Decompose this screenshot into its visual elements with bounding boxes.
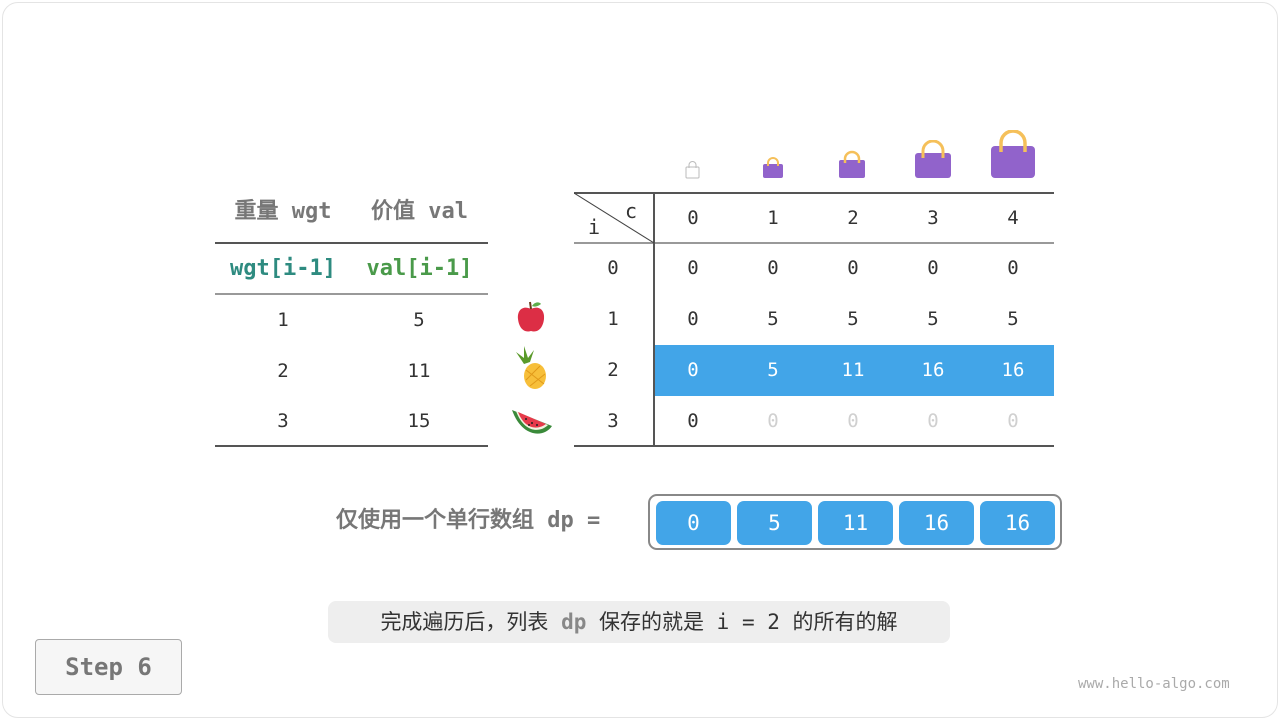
watermelon-icon: [512, 410, 552, 434]
dp-table-cell: 5: [767, 359, 779, 381]
highlight-row: [654, 345, 1054, 396]
apple-icon: [517, 301, 545, 332]
table-bottom-border: [574, 445, 1054, 447]
dp-table-cell: 16: [1001, 359, 1025, 381]
dp-array: [648, 494, 1062, 550]
caption: 完成遍历后，列表 dp 保存的就是 i = 2 的所有的解: [328, 601, 950, 643]
col-header: 2: [847, 207, 859, 229]
header-weight: 重量 wgt: [234, 199, 332, 224]
table-top-border: [574, 192, 1054, 194]
dp-table-cell: 5: [847, 308, 859, 330]
dp-table-cell: 0: [687, 257, 699, 279]
corner-col-label: c: [625, 199, 638, 223]
dp-table-cell: 0: [767, 410, 779, 432]
caption-code: dp: [561, 610, 587, 634]
col-header: 0: [687, 207, 699, 229]
dp-table-cell: 16: [921, 359, 945, 381]
row-header: 0: [607, 257, 619, 279]
caption-post: 保存的就是 i = 2 的所有的解: [586, 610, 898, 634]
divider: [215, 445, 488, 447]
col-header: 1: [767, 207, 779, 229]
bag-icon-2: [839, 150, 865, 178]
dp-table-cell: 0: [927, 410, 939, 432]
dp-cell: 16: [980, 501, 1055, 545]
dp-cell: 11: [818, 501, 893, 545]
header-value: 价值 val: [371, 199, 468, 224]
dp-table-cell: 5: [1007, 308, 1019, 330]
dp-table-cell: 5: [927, 308, 939, 330]
divider: [215, 293, 488, 295]
caption-pre: 完成遍历后，列表: [380, 610, 562, 634]
dp-table-cell: 0: [1007, 257, 1019, 279]
dp-table-cell: 0: [847, 410, 859, 432]
row-header: 3: [607, 410, 619, 432]
watermark: www.hello-algo.com: [1078, 676, 1230, 692]
col-header: 4: [1007, 207, 1019, 229]
subheader-wgt: wgt[i-1]: [230, 256, 336, 281]
dp-table-cell: 0: [687, 410, 699, 432]
bag-icon-4: [991, 130, 1035, 178]
corner-diagonal: [574, 193, 654, 243]
table-vertical-divider: [653, 192, 655, 446]
dp-table-cell: 0: [927, 257, 939, 279]
val-cell: 5: [413, 309, 425, 331]
row-header: 2: [607, 359, 619, 381]
bag-icon-3: [915, 140, 951, 178]
wgt-cell: 1: [277, 309, 289, 331]
corner-row-label: i: [588, 215, 601, 239]
val-cell: 11: [407, 360, 431, 382]
val-cell: 15: [407, 410, 431, 432]
wgt-cell: 3: [277, 410, 289, 432]
dp-cell: 16: [899, 501, 974, 545]
dp-cell: 5: [737, 501, 812, 545]
dp-array-label: 仅使用一个单行数组 dp =: [336, 508, 601, 533]
row-header: 1: [607, 308, 619, 330]
dp-table-cell: 5: [767, 308, 779, 330]
step-button[interactable]: Step 6: [35, 639, 182, 695]
bag-icon-1: [763, 157, 783, 178]
divider: [215, 242, 488, 244]
dp-table-cell: 0: [1007, 410, 1019, 432]
dp-table-cell: 0: [687, 359, 699, 381]
pineapple-icon: [516, 346, 546, 389]
col-header: 3: [927, 207, 939, 229]
dp-table-cell: 0: [687, 308, 699, 330]
wgt-cell: 2: [277, 360, 289, 382]
table-header-divider: [574, 242, 1054, 244]
bag-icon-0: [685, 161, 700, 179]
subheader-val: val[i-1]: [366, 256, 473, 281]
dp-table-cell: 0: [767, 257, 779, 279]
dp-table-cell: 0: [847, 257, 859, 279]
dp-cell: 0: [656, 501, 731, 545]
dp-table-cell: 11: [841, 359, 865, 381]
